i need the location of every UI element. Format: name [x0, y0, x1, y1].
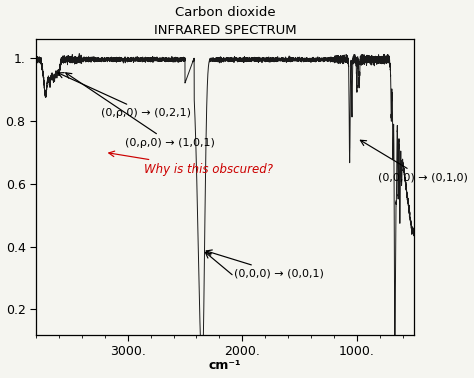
Text: (0,ρ,0) → (0,2,1): (0,ρ,0) → (0,2,1): [58, 73, 191, 118]
Text: (0,ρ,0) → (1,0,1): (0,ρ,0) → (1,0,1): [66, 73, 215, 148]
X-axis label: cm⁻¹: cm⁻¹: [209, 359, 241, 372]
Text: (0,0,0) → (0,1,0): (0,0,0) → (0,1,0): [360, 140, 467, 183]
Title: Carbon dioxide
INFRARED SPECTRUM: Carbon dioxide INFRARED SPECTRUM: [154, 6, 296, 37]
Text: (0,0,0) → (0,0,1): (0,0,0) → (0,0,1): [206, 250, 324, 279]
Text: Why is this obscured?: Why is this obscured?: [109, 151, 273, 176]
